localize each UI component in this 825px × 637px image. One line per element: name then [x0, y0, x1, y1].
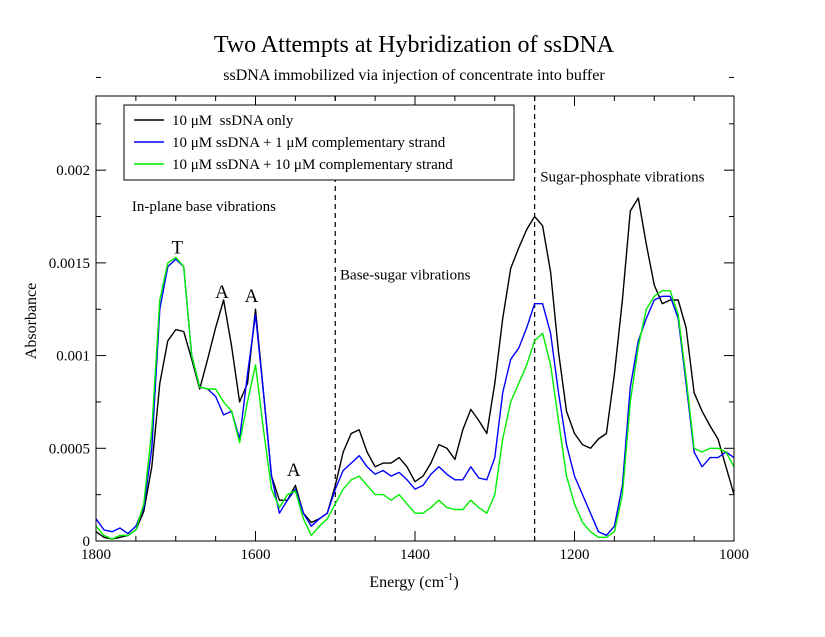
legend-label-1: 10 μM ssDNA only: [172, 113, 294, 129]
x-axis-label: Energy (cm-1): [369, 571, 458, 591]
x-tick-label: 1600: [241, 547, 271, 563]
axes: 1800 1600 1400 1200 1000 0 0.0005 0.001 0.0015 0.…: [49, 76, 749, 563]
annotation-peak-A3: A: [287, 460, 301, 481]
series-line-2: [95, 258, 735, 537]
y-tick-label: 0.001: [56, 349, 90, 365]
series-line-3: [95, 256, 735, 540]
chart-subtitle: ssDNA immobilized via injection of conce…: [223, 67, 605, 84]
annotation-sugar-phosphate: Sugar-phosphate vibrations: [540, 169, 704, 185]
y-tick-label: 0.002: [56, 163, 90, 179]
chart-title: Two Attempts at Hybridization of ssDNA: [214, 32, 615, 58]
x-tick-label: 1400: [400, 547, 430, 563]
annotation-peak-T: T: [172, 238, 184, 259]
y-tick-label: 0.0015: [49, 256, 90, 272]
legend-label-2: 10 μM ssDNA + 1 μM complementary strand: [172, 135, 446, 151]
y-axis-label: Absorbance: [23, 283, 40, 359]
annotation-peak-A1: A: [215, 282, 229, 303]
series-line-1: [95, 197, 735, 540]
x-tick-label: 1000: [719, 547, 749, 563]
plot-area: [95, 96, 735, 541]
legend: 10 μM ssDNA only 10 μM ssDNA + 1 μM comp…: [123, 104, 515, 181]
annotation-peak-A2: A: [245, 286, 259, 307]
x-tick-label: 1200: [560, 547, 590, 563]
legend-label-3: 10 μM ssDNA + 10 μM complementary strand: [172, 157, 453, 173]
x-tick-label: 1800: [81, 547, 111, 563]
annotation-in-plane: In-plane base vibrations: [132, 199, 276, 215]
legend-box: [123, 104, 515, 181]
y-tick-label: 0.0005: [49, 441, 90, 457]
y-tick-label: 0: [83, 534, 91, 550]
annotations: In-plane base vibrations Base-sugar vibra…: [132, 169, 705, 481]
annotation-base-sugar: Base-sugar vibrations: [340, 268, 471, 284]
